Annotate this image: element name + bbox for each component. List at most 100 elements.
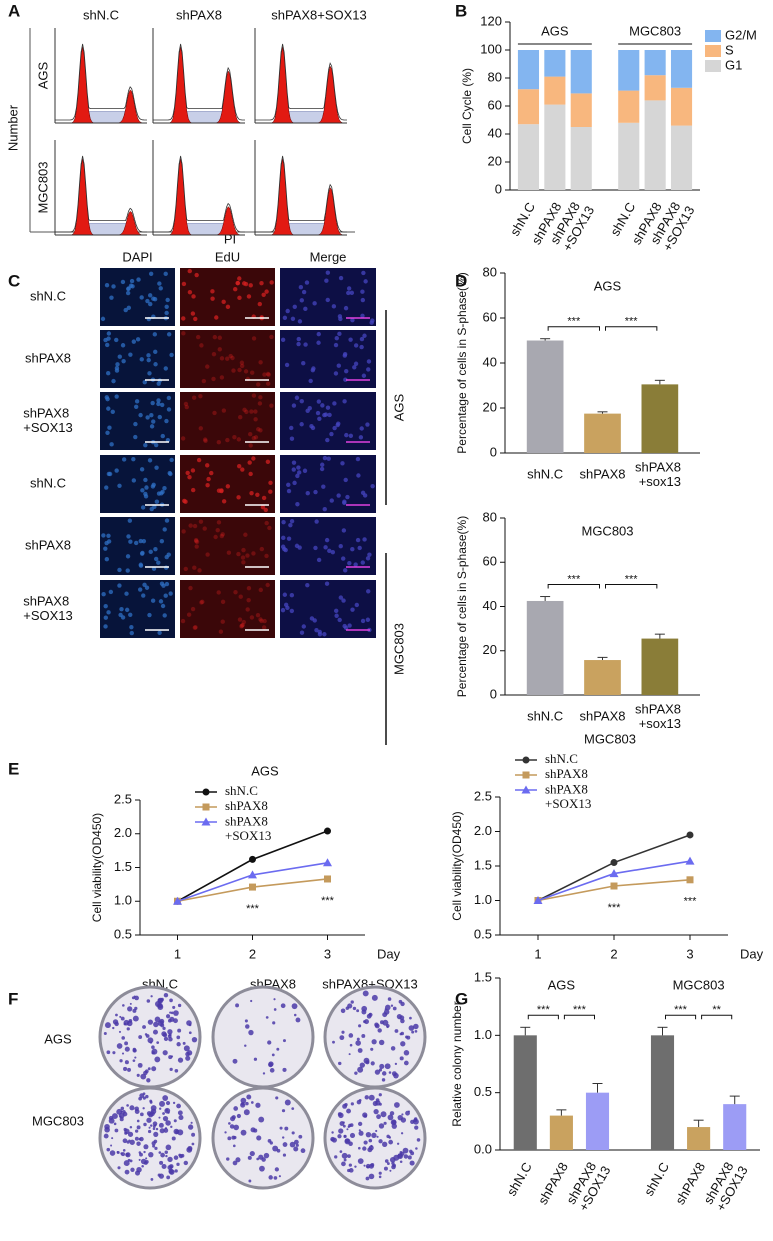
- colony: [158, 1122, 164, 1128]
- nucleus: [313, 545, 318, 551]
- nucleus: [343, 305, 349, 311]
- nucleus: [158, 599, 164, 604]
- colony: [169, 1011, 172, 1014]
- nucleus: [283, 547, 288, 553]
- nucleus: [128, 283, 134, 288]
- colony: [119, 1117, 124, 1122]
- nucleus: [350, 317, 355, 323]
- colony: [240, 1102, 246, 1108]
- legend-swatch: [705, 45, 721, 57]
- colony: [393, 1154, 400, 1161]
- colony: [138, 1137, 142, 1141]
- nucleus: [321, 484, 326, 489]
- nucleus: [127, 518, 133, 523]
- column-header: shN.C: [83, 7, 119, 22]
- y-tick-label: 100: [480, 41, 502, 56]
- colony: [281, 1136, 285, 1139]
- nucleus: [121, 457, 127, 462]
- nucleus: [265, 371, 271, 377]
- nucleus: [294, 395, 300, 400]
- y-tick-label: 1.0: [474, 892, 492, 907]
- colony: [138, 1035, 143, 1039]
- colony: [109, 1150, 116, 1156]
- nucleus: [205, 552, 210, 557]
- nucleus: [249, 490, 254, 496]
- significance-label: ***: [573, 1004, 587, 1016]
- nucleus: [282, 592, 288, 597]
- colony: [376, 1135, 379, 1138]
- nucleus: [198, 394, 203, 399]
- nucleus: [262, 618, 267, 624]
- colony: [106, 1147, 111, 1152]
- nucleus: [305, 490, 310, 496]
- nucleus: [169, 352, 174, 358]
- colony: [278, 1175, 281, 1178]
- colony: [391, 1164, 396, 1170]
- colony: [298, 1134, 303, 1139]
- plate: [98, 985, 202, 1089]
- colony: [180, 1153, 185, 1158]
- nucleus: [104, 283, 110, 288]
- nucleus: [289, 608, 295, 614]
- nucleus: [156, 381, 161, 386]
- colony: [166, 1175, 171, 1180]
- nucleus: [258, 360, 263, 365]
- colony: [119, 1115, 122, 1118]
- colony: [169, 1067, 173, 1072]
- nucleus: [139, 467, 145, 472]
- nucleus: [192, 523, 198, 529]
- significance-bracket: [563, 1014, 595, 1020]
- image: [180, 580, 275, 638]
- marker: [686, 876, 694, 884]
- nucleus: [335, 422, 340, 428]
- nucleus: [361, 373, 367, 378]
- nucleus: [256, 427, 261, 432]
- colony: [361, 1034, 366, 1038]
- colony: [396, 1142, 400, 1145]
- y-tick-label: 0: [490, 686, 497, 701]
- colony: [138, 1151, 142, 1154]
- column-header: shPAX8: [176, 7, 222, 22]
- colony: [274, 1167, 280, 1172]
- significance-bracket: [665, 1014, 697, 1020]
- nucleus: [134, 399, 140, 404]
- nucleus: [131, 456, 136, 462]
- colony: [123, 1066, 128, 1071]
- nucleus: [101, 592, 106, 597]
- y-tick-label: 0.5: [474, 926, 492, 941]
- colony: [349, 1043, 353, 1047]
- colony: [401, 1113, 404, 1116]
- colony: [136, 1119, 140, 1123]
- nucleus: [322, 632, 327, 637]
- nucleus: [253, 435, 259, 440]
- colony: [250, 1101, 254, 1104]
- colony: [240, 1129, 247, 1136]
- colony: [410, 1151, 415, 1156]
- nucleus: [105, 370, 111, 376]
- nucleus: [114, 394, 119, 399]
- colony: [111, 1113, 118, 1120]
- nucleus: [135, 337, 141, 342]
- chart-title: MGC803: [581, 523, 633, 538]
- colony: [106, 1050, 111, 1055]
- nucleus: [166, 332, 172, 337]
- nucleus: [212, 334, 218, 340]
- nucleus: [106, 406, 111, 411]
- nucleus: [333, 342, 339, 348]
- nucleus: [264, 289, 269, 294]
- bar-segment: [517, 89, 540, 125]
- nucleus: [180, 618, 186, 624]
- nucleus: [129, 630, 134, 636]
- colony: [346, 1108, 351, 1114]
- nucleus: [117, 583, 122, 588]
- group-label: AGS: [391, 393, 406, 421]
- nucleus: [349, 290, 355, 296]
- nucleus: [301, 624, 306, 629]
- nucleus: [123, 307, 128, 313]
- colony: [113, 1122, 117, 1126]
- nucleus: [103, 624, 108, 629]
- nucleus: [265, 381, 271, 386]
- colony: [191, 1132, 196, 1137]
- colony: [339, 1035, 345, 1041]
- nucleus: [261, 625, 267, 630]
